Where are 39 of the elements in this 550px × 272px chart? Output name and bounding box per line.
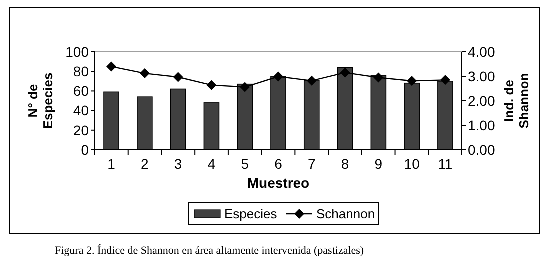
- y-tick-label: 20: [73, 122, 90, 138]
- y2-tick-label: 1.00: [468, 117, 496, 134]
- point: [206, 80, 217, 90]
- y-axis-title: N° de Especies: [25, 72, 56, 130]
- text: Figura 2. Índice de Shannon en área altamente intervenida (pastizales): [55, 244, 364, 257]
- y-tick-label: 40: [73, 102, 90, 119]
- point: [240, 82, 250, 92]
- x-tick-label: 9: [374, 156, 383, 172]
- x-tick-label: 11: [438, 156, 453, 172]
- legend-label: Schannon: [316, 206, 376, 222]
- point: [440, 75, 450, 86]
- y2-tick-label: 0.00: [468, 142, 496, 158]
- point: [340, 68, 350, 78]
- point: [274, 72, 284, 82]
- point: [173, 72, 184, 82]
- point: [106, 62, 117, 72]
- legend-label: Especies: [224, 206, 278, 222]
- point: [140, 68, 150, 79]
- y-tick-label: 100: [66, 44, 90, 60]
- x-tick-label: 10: [404, 156, 420, 172]
- point: [374, 72, 384, 83]
- x-tick-label: 3: [174, 156, 182, 172]
- y2-tick-label: 4.00: [468, 44, 496, 60]
- point: [306, 76, 317, 86]
- x-tick-label: 7: [308, 156, 316, 172]
- y-tick-label: 60: [73, 83, 90, 100]
- y2-tick-label: 2.00: [468, 92, 496, 109]
- x-tick-label: 5: [241, 156, 250, 172]
- point: [407, 76, 418, 86]
- x-tick-label: 2: [141, 156, 150, 172]
- x-tick-label: 4: [208, 156, 216, 172]
- y2-axis-title: Ind. de Shannon: [501, 73, 532, 129]
- y2-tick-label: 3.00: [468, 68, 496, 84]
- y-tick-label: 0: [81, 142, 90, 158]
- x-tick-label: 6: [274, 156, 283, 172]
- x-axis-title: Muestreo: [247, 175, 310, 191]
- x-tick-label: 1: [108, 156, 116, 172]
- y-tick-label: 80: [73, 64, 90, 80]
- x-tick-label: 8: [341, 156, 350, 172]
